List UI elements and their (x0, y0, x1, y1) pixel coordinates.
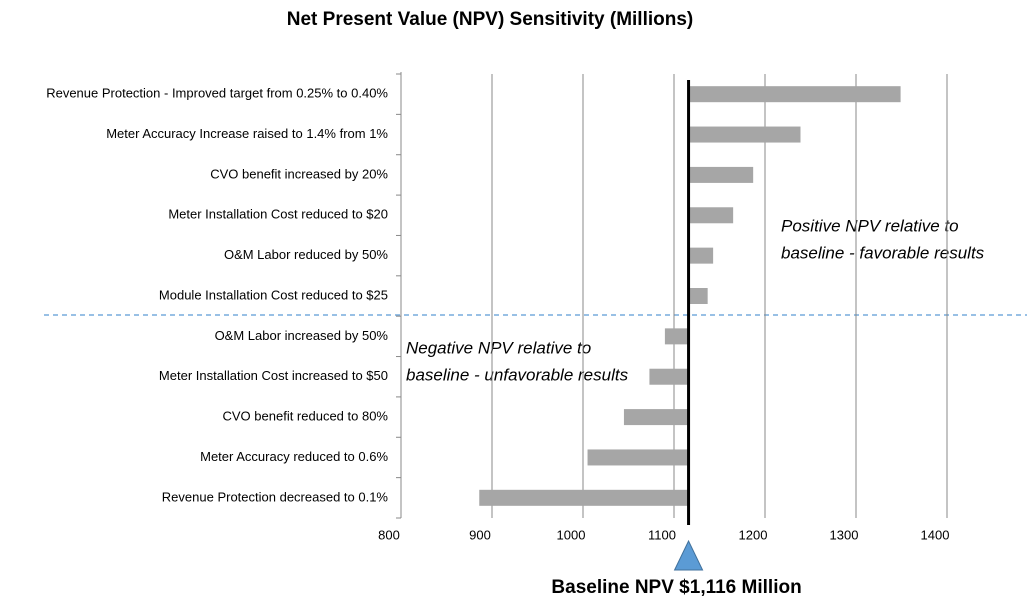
y-tick-label: CVO benefit reduced to 80% (223, 409, 389, 424)
y-tick-label: O&M Labor increased by 50% (215, 328, 389, 343)
y-tick-label: Meter Accuracy reduced to 0.6% (200, 449, 388, 464)
bar (688, 126, 801, 143)
x-tick-label: 1000 (557, 527, 586, 542)
baseline-label: Baseline NPV $1,116 Million (551, 577, 801, 598)
y-tick-label: O&M Labor reduced by 50% (224, 247, 388, 262)
bar (587, 449, 689, 466)
baseline-marker (673, 539, 704, 571)
bar (688, 247, 714, 264)
annotation: Positive NPV relative to (781, 216, 959, 235)
bar (688, 166, 754, 183)
chart-title: Net Present Value (NPV) Sensitivity (Mil… (287, 9, 694, 30)
bar (688, 207, 734, 224)
x-tick-label: 1400 (921, 527, 950, 542)
x-tick-label: 900 (469, 527, 491, 542)
y-tick-label: Meter Accuracy Increase raised to 1.4% f… (106, 126, 388, 141)
annotation: Negative NPV relative to (406, 338, 591, 357)
x-tick-label: 1200 (739, 527, 768, 542)
y-tick-label: CVO benefit increased by 20% (210, 166, 388, 181)
bar (649, 368, 689, 385)
bar (664, 328, 689, 345)
y-tick-label: Meter Installation Cost increased to $50 (159, 368, 388, 383)
bar (479, 489, 689, 506)
y-tick-label: Revenue Protection - Improved target fro… (46, 86, 388, 101)
x-tick-label: 1100 (648, 527, 676, 542)
bar (688, 288, 708, 304)
bar (623, 409, 689, 426)
bar (688, 86, 901, 103)
y-tick-label: Module Installation Cost reduced to $25 (159, 287, 388, 302)
x-tick-label: 800 (378, 527, 400, 542)
y-tick-label: Meter Installation Cost reduced to $20 (168, 207, 388, 222)
annotation: baseline - unfavorable results (406, 365, 629, 384)
annotation: baseline - favorable results (781, 243, 985, 262)
x-tick-label: 1300 (830, 527, 859, 542)
y-tick-label: Revenue Protection decreased to 0.1% (162, 489, 389, 504)
